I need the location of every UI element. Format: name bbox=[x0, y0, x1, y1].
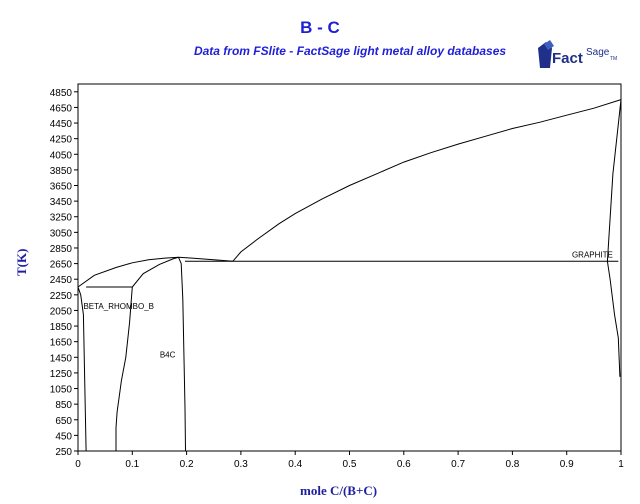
chart-subtitle: Data from FSlite - FactSage light metal … bbox=[193, 44, 507, 58]
x-tick-label: 0 bbox=[75, 459, 81, 470]
y-axis-label: T(K) bbox=[14, 248, 29, 276]
phase-boundary-line-2 bbox=[77, 286, 87, 452]
x-tick-label: 0.3 bbox=[234, 459, 248, 470]
y-tick-label: 3850 bbox=[50, 166, 73, 177]
x-tick-label: 0.5 bbox=[343, 459, 357, 470]
region-labels: BETA_RHOMBO_B B4C GRAPHITE bbox=[83, 250, 612, 359]
phase-boundary-line-1 bbox=[232, 99, 622, 262]
region-label: GRAPHITE bbox=[572, 250, 613, 259]
phase-boundary-line-10 bbox=[606, 261, 621, 377]
y-axis-ticks: 250 450 650 850 1050 1250 1450 1650 1850 2050 2250… bbox=[50, 88, 78, 458]
y-tick-label: 1450 bbox=[50, 353, 73, 364]
y-tick-label: 3650 bbox=[50, 182, 73, 193]
y-tick-label: 2650 bbox=[50, 260, 73, 271]
phase-boundary-lines bbox=[77, 99, 622, 452]
phase-boundary-line-5 bbox=[131, 256, 179, 288]
x-tick-label: 1 bbox=[618, 459, 624, 470]
y-tick-label: 1050 bbox=[50, 385, 73, 396]
y-tick-label: 2850 bbox=[50, 244, 73, 255]
x-tick-label: 0.4 bbox=[288, 459, 302, 470]
y-tick-label: 4250 bbox=[50, 135, 73, 146]
svg-text:Fact: Fact bbox=[552, 50, 583, 67]
svg-text:Sage: Sage bbox=[586, 47, 610, 58]
phase-boundary-line-0 bbox=[77, 256, 233, 288]
y-tick-label: 4850 bbox=[50, 88, 73, 99]
x-tick-label: 0.8 bbox=[505, 459, 519, 470]
y-tick-label: 850 bbox=[55, 400, 72, 411]
y-tick-label: 250 bbox=[55, 447, 72, 458]
plot-frame bbox=[77, 83, 622, 452]
y-tick-label: 1650 bbox=[50, 338, 73, 349]
x-tick-label: 0.6 bbox=[397, 459, 411, 470]
chart-title: B - C bbox=[300, 18, 340, 37]
x-tick-label: 0.9 bbox=[560, 459, 574, 470]
y-tick-label: 2250 bbox=[50, 291, 73, 302]
x-tick-label: 0.2 bbox=[180, 459, 194, 470]
y-tick-label: 3450 bbox=[50, 197, 73, 208]
y-tick-label: 4050 bbox=[50, 150, 73, 161]
y-tick-label: 2450 bbox=[50, 275, 73, 286]
factsage-logo: Fact Sage TM bbox=[538, 40, 617, 68]
phase-boundary-line-7 bbox=[178, 257, 186, 452]
phase-boundary-line-9 bbox=[606, 99, 622, 262]
y-tick-label: 4450 bbox=[50, 119, 73, 130]
x-tick-label: 0.7 bbox=[451, 459, 465, 470]
x-tick-label: 0.1 bbox=[125, 459, 139, 470]
y-tick-label: 4650 bbox=[50, 103, 73, 114]
y-tick-label: 2050 bbox=[50, 306, 73, 317]
region-label: B4C bbox=[160, 350, 176, 359]
y-tick-label: 450 bbox=[55, 431, 72, 442]
svg-text:TM: TM bbox=[610, 56, 617, 62]
region-label: BETA_RHOMBO_B bbox=[83, 302, 154, 311]
y-tick-label: 3050 bbox=[50, 228, 73, 239]
y-tick-label: 650 bbox=[55, 416, 72, 427]
y-tick-label: 1250 bbox=[50, 369, 73, 380]
x-axis-ticks: 0 0.1 0.2 0.3 0.4 0.5 0.6 0.7 0.8 0.9 1 bbox=[75, 451, 624, 470]
y-tick-label: 1850 bbox=[50, 322, 73, 333]
phase-boundary-line-6 bbox=[115, 286, 133, 451]
y-tick-label: 3250 bbox=[50, 213, 73, 224]
logo-mark-icon bbox=[538, 40, 554, 68]
x-axis-label: mole C/(B+C) bbox=[300, 483, 378, 498]
